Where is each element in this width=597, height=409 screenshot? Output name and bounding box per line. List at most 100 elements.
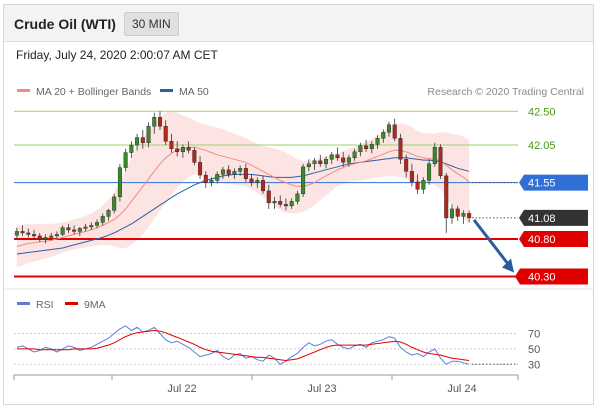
rsi-series-rsi xyxy=(16,325,470,365)
candle-body xyxy=(266,190,271,204)
legend-swatch-ma20 xyxy=(17,89,30,92)
header-bar: Crude Oil (WTI) 30 MIN xyxy=(4,5,593,42)
candle-body xyxy=(14,231,19,236)
candle-body xyxy=(272,201,277,204)
candle-body xyxy=(37,235,42,240)
legend-swatch-9ma xyxy=(65,302,78,305)
candle-body xyxy=(20,231,25,234)
candle-body xyxy=(301,166,306,195)
candle-body xyxy=(243,168,248,180)
ma20-line xyxy=(16,146,470,247)
level-label-pivot: 41.55 xyxy=(528,178,556,190)
bollinger-band-area xyxy=(16,111,470,268)
candle-body xyxy=(198,162,203,176)
candle-body xyxy=(341,157,346,163)
candle-body xyxy=(32,234,37,237)
candle-body xyxy=(117,167,122,198)
candle-body xyxy=(95,222,100,226)
candle-body xyxy=(467,213,472,219)
candle-body xyxy=(386,124,391,133)
candle-body xyxy=(175,148,180,153)
candle-body xyxy=(364,145,369,150)
candle-body xyxy=(289,201,294,207)
candle-body xyxy=(404,159,409,172)
forecast-arrow xyxy=(472,218,514,273)
candle-body xyxy=(432,147,437,165)
candle-body xyxy=(66,227,71,231)
candle-body xyxy=(324,159,329,165)
forecast-arrow-shaft xyxy=(472,218,512,268)
forecast-arrow-head xyxy=(502,258,514,273)
candle-body xyxy=(455,208,460,217)
moving-averages xyxy=(16,146,470,255)
candle-body xyxy=(26,232,31,235)
level-label-support: 40.30 xyxy=(528,271,556,283)
bollinger-band xyxy=(16,111,470,268)
candle-body xyxy=(318,160,323,165)
level-label-resistance: 42.05 xyxy=(528,140,556,152)
timeframe-badge[interactable]: 30 MIN xyxy=(124,12,179,36)
candle-body xyxy=(335,154,340,159)
ma50-line xyxy=(16,157,470,255)
candle-body xyxy=(409,171,414,183)
candle-body xyxy=(283,204,288,207)
candle-body xyxy=(129,144,134,153)
candle-body xyxy=(427,163,432,181)
instrument-title: Crude Oil (WTI) xyxy=(14,16,116,32)
level-label-last-price: 41.08 xyxy=(528,213,556,225)
candle-body xyxy=(392,124,397,139)
legend-label-ma20: MA 20 + Bollinger Bands xyxy=(36,86,151,98)
candle-body xyxy=(77,228,82,232)
candle-body xyxy=(461,213,466,217)
candle-body xyxy=(381,132,386,139)
rsi-lines xyxy=(16,325,518,365)
candle-body xyxy=(157,117,162,127)
candle-body xyxy=(180,147,185,153)
candle-body xyxy=(215,174,220,181)
candle-body xyxy=(329,154,334,160)
candle-body xyxy=(358,145,363,153)
candle-body xyxy=(238,168,243,172)
candle-body xyxy=(203,174,208,183)
candle-body xyxy=(140,137,145,144)
candle-body xyxy=(106,210,111,217)
rsi-series-9ma xyxy=(16,329,470,362)
candle-body xyxy=(209,180,214,183)
legend-swatch-rsi xyxy=(17,302,30,305)
price-legend: MA 20 + Bollinger Bands MA 50 xyxy=(17,86,209,98)
legend-label-9ma: 9MA xyxy=(84,299,106,311)
candle-body xyxy=(60,227,65,235)
candle-body xyxy=(123,152,128,168)
candle-body xyxy=(72,229,77,232)
candle-body xyxy=(369,144,374,150)
level-label-resistance: 42.50 xyxy=(528,106,556,118)
candle-body xyxy=(135,137,140,146)
candle-body xyxy=(163,126,168,142)
candle-body xyxy=(421,180,426,190)
level-badge-last-price xyxy=(519,209,588,226)
candle-body xyxy=(169,141,174,150)
rsi-tick-label: 50 xyxy=(528,344,540,356)
candle-body xyxy=(112,196,117,211)
legend-label-ma50: MA 50 xyxy=(179,86,209,98)
level-badges: 42.50 42.05 41.55 41.08 40.80 40.30 xyxy=(515,106,588,285)
rsi-grid: 70 50 30 xyxy=(14,329,540,371)
x-tick-label: Jul 23 xyxy=(307,383,336,395)
candle-body xyxy=(226,169,231,175)
level-label-support: 40.80 xyxy=(528,234,556,246)
candle-body xyxy=(438,147,443,177)
level-badge-support xyxy=(515,268,588,285)
candle-body xyxy=(278,201,283,205)
candle-body xyxy=(186,147,191,151)
rsi-tick-label: 30 xyxy=(528,359,540,371)
candle-body xyxy=(415,181,420,190)
candle-body xyxy=(255,180,260,183)
candle-body xyxy=(306,163,311,168)
candle-body xyxy=(152,117,157,127)
candle-body xyxy=(100,216,105,223)
datetime-label: Friday, July 24, 2020 2:00:07 AM CET xyxy=(16,48,218,62)
candle-body xyxy=(249,178,254,183)
candle-body xyxy=(89,225,94,228)
candle-body xyxy=(346,157,351,163)
